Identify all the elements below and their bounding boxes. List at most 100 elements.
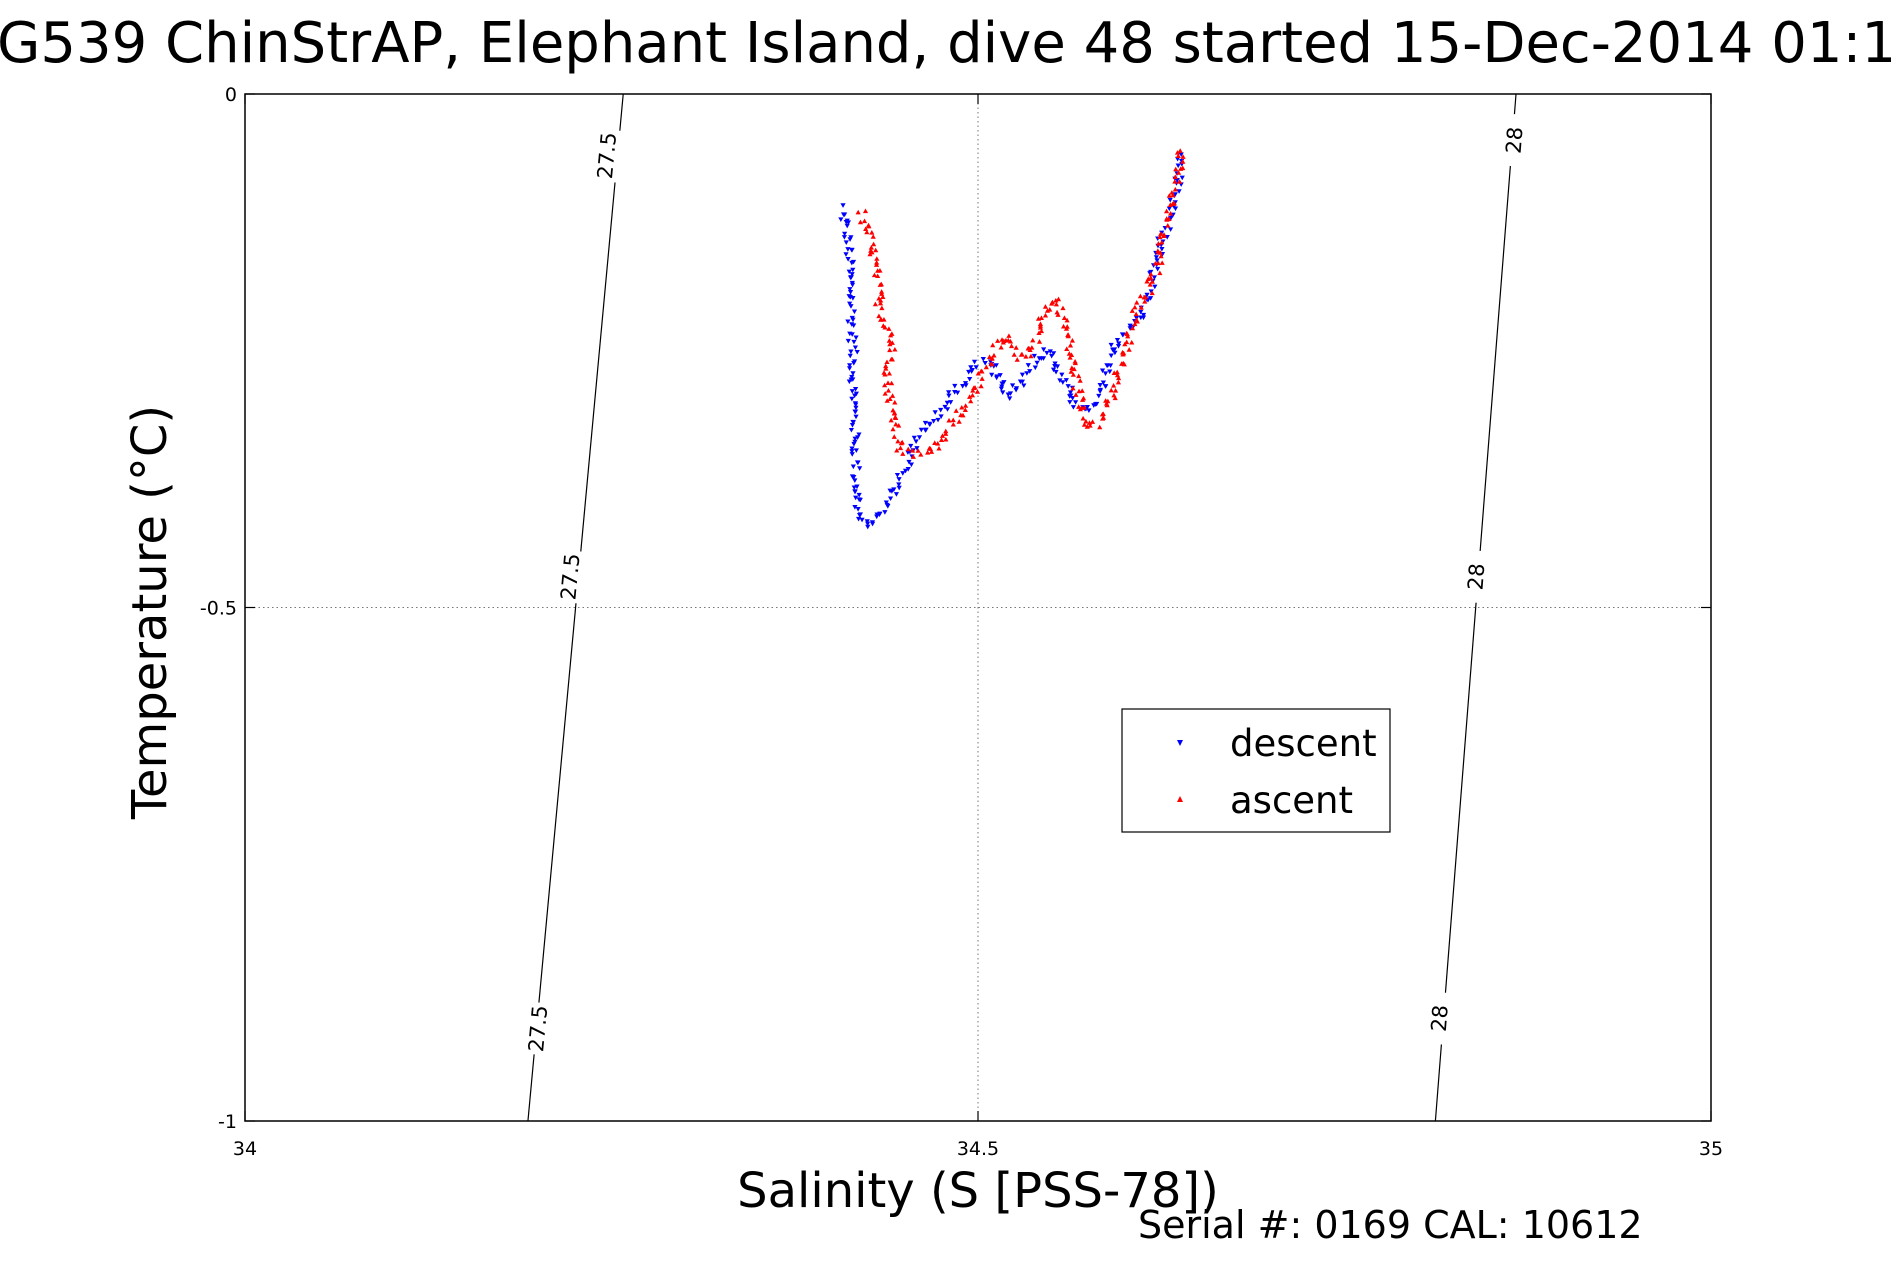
ascent-point (878, 317, 884, 322)
ascent-point (1064, 317, 1070, 323)
ascent-point (1061, 315, 1068, 320)
descent-point (944, 400, 950, 406)
ascent-point (886, 326, 892, 331)
descent-point (849, 446, 855, 452)
y-tick-label: -1 (218, 1111, 237, 1133)
ascent-point (1148, 275, 1154, 280)
ascent-point (960, 412, 966, 418)
descent-point (1175, 156, 1181, 162)
descent-point (1065, 384, 1071, 389)
contour-label-28: 28 (1427, 1004, 1453, 1033)
descent-point (1151, 275, 1157, 281)
descent-point (857, 466, 863, 471)
ascent-point (950, 417, 956, 423)
ascent-point (939, 433, 946, 438)
descent-point (859, 517, 865, 523)
descent-point (1099, 368, 1106, 374)
ascent-point (970, 388, 976, 393)
descent-point (1175, 163, 1181, 169)
descent-point (906, 459, 912, 465)
descent-point (1049, 353, 1055, 359)
ascent-point (925, 450, 931, 455)
descent-point (971, 359, 978, 365)
descent-point (854, 349, 860, 355)
ascent-point (1076, 373, 1082, 379)
ascent-point (857, 219, 864, 225)
descent-point (1021, 383, 1027, 389)
descent-point (856, 492, 862, 498)
ascent-point (1149, 290, 1155, 296)
ascent-point (1172, 174, 1178, 179)
ascent-point (1144, 278, 1150, 284)
descent-point (1097, 383, 1103, 388)
descent-point (847, 353, 853, 359)
ascent-point (1105, 398, 1111, 404)
ascent-point (1038, 315, 1045, 321)
ascent-point (910, 454, 916, 459)
ascent-point (1065, 332, 1071, 338)
descent-point (1111, 347, 1118, 353)
ascent-point (991, 352, 997, 358)
descent-point (849, 374, 855, 380)
ascent-point (1060, 323, 1067, 329)
descent-point (1138, 309, 1144, 315)
descent-point (864, 519, 870, 524)
descent-point (852, 409, 858, 415)
ascent-point (989, 356, 995, 361)
ascent-point (1115, 375, 1122, 381)
descent-point (838, 217, 844, 223)
descent-point (840, 203, 846, 208)
ascent-point (873, 262, 880, 267)
ascent-point (887, 396, 893, 402)
ascent-point (1081, 405, 1088, 410)
ascent-point (1071, 366, 1077, 372)
descent-point (960, 383, 966, 389)
descent-point (1019, 379, 1026, 385)
ascent-point (989, 361, 995, 367)
ascent-point (887, 347, 893, 353)
descent-point (1024, 371, 1030, 376)
descent-point (982, 361, 988, 366)
descent-point (997, 373, 1003, 378)
ascent-point (863, 226, 869, 231)
ascent-point (1174, 150, 1181, 155)
ascent-point (1063, 326, 1070, 331)
ascent-point (938, 437, 945, 442)
descent-point (994, 374, 1000, 380)
descent-point (1086, 408, 1092, 413)
descent-point (847, 287, 853, 292)
ascent-point (1134, 318, 1140, 324)
descent-point (842, 231, 848, 237)
ascent-point (1023, 354, 1029, 359)
ascent-point (1132, 304, 1138, 310)
ascent-point (1069, 365, 1075, 370)
descent-point (1051, 351, 1057, 356)
ascent-point (1079, 388, 1085, 393)
ascent-point (910, 448, 916, 453)
descent-point (1114, 337, 1121, 343)
ascent-point (885, 380, 891, 385)
descent-point (896, 485, 902, 491)
ascent-point (879, 305, 885, 311)
ascent-point (1030, 337, 1036, 343)
descent-point (845, 257, 851, 262)
x-tick-label: 34 (233, 1138, 257, 1160)
ascent-point (936, 445, 942, 451)
ascent-point (1114, 369, 1120, 375)
ascent-point (1044, 308, 1051, 313)
descent-point (850, 420, 856, 425)
ascent-point (1129, 339, 1135, 345)
ascent-point (953, 408, 959, 413)
descent-point (989, 372, 995, 378)
y-tick-label: 0 (225, 84, 237, 106)
ascent-point (943, 431, 949, 436)
ascent-point (1087, 423, 1093, 428)
ascent-point (872, 301, 878, 307)
ascent-point (983, 364, 989, 370)
ascent-point (1083, 418, 1089, 424)
descent-point (852, 478, 858, 483)
descent-point (1063, 378, 1069, 383)
ascent-point (1132, 321, 1138, 327)
descent-point (1148, 289, 1154, 294)
descent-point (905, 466, 911, 472)
